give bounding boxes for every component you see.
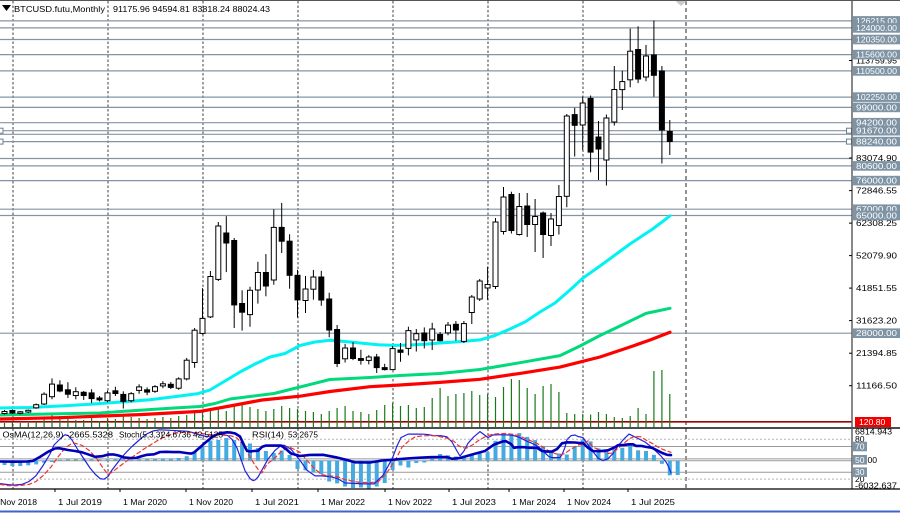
svg-text:110500.00: 110500.00 [856,66,897,76]
svg-text:62308.25: 62308.25 [856,218,897,228]
svg-text:124000.00: 124000.00 [856,23,897,33]
svg-text:91175.96 94594.81 83818.24 880: 91175.96 94594.81 83818.24 88024.43 [113,4,270,14]
svg-text:120.80: 120.80 [859,417,886,427]
svg-text:126215.00: 126215.00 [856,16,897,26]
svg-text:72846.55: 72846.55 [856,186,897,196]
svg-text:Stoch(5,3,3): Stoch(5,3,3) [119,430,163,440]
svg-text:1 Mar 2024: 1 Mar 2024 [512,497,556,507]
svg-text:-6032.637: -6032.637 [855,480,897,490]
svg-text:1 Jul 2025: 1 Jul 2025 [631,497,675,507]
svg-text:1 Mar 2022: 1 Mar 2022 [321,497,365,507]
svg-text:1 Nov 2022: 1 Nov 2022 [388,497,432,507]
svg-text:102250.00: 102250.00 [856,92,897,102]
svg-text:80600.00: 80600.00 [856,161,897,171]
svg-text:RSI(14): RSI(14) [252,430,284,440]
svg-text:91670.00: 91670.00 [856,126,897,136]
svg-text:120350.00: 120350.00 [856,35,897,45]
svg-text:-2665.5328: -2665.5328 [66,430,113,440]
svg-text:76000.00: 76000.00 [856,176,897,186]
svg-text:00: 00 [868,455,878,465]
svg-text:31623.20: 31623.20 [856,316,897,326]
svg-text:11166.50: 11166.50 [856,381,897,391]
svg-text:1 Jul 2023: 1 Jul 2023 [452,497,496,507]
svg-text:42.5125: 42.5125 [193,430,223,440]
svg-text:113759.95: 113759.95 [856,56,897,66]
svg-text:65000.00: 65000.00 [856,211,897,221]
svg-text:50: 50 [855,455,865,465]
svg-text:94200.00: 94200.00 [856,118,897,128]
svg-text:70: 70 [855,442,865,452]
svg-text:20: 20 [855,474,865,484]
svg-text:1 Nov 2020: 1 Nov 2020 [189,497,233,507]
svg-text:1 Nov 2024: 1 Nov 2024 [567,497,611,507]
svg-text:BTCUSD.futu,Monthly: BTCUSD.futu,Monthly [14,4,106,14]
svg-text:52079.90: 52079.90 [856,251,897,261]
svg-text:53.2675: 53.2675 [288,430,318,440]
svg-text:41851.55: 41851.55 [856,283,897,293]
svg-text:6814.943: 6814.943 [855,426,892,436]
svg-text:1 Jul 2021: 1 Jul 2021 [255,497,299,507]
svg-text:1 Jul 2019: 1 Jul 2019 [58,497,102,507]
svg-text:28000.00: 28000.00 [856,328,897,338]
svg-text:80: 80 [855,434,865,444]
svg-text:1 Mar 2020: 1 Mar 2020 [123,497,167,507]
svg-text:67000.00: 67000.00 [856,204,897,214]
svg-text:21394.85: 21394.85 [856,348,897,358]
svg-text:115600.00: 115600.00 [856,50,897,60]
svg-text:30: 30 [855,467,865,477]
svg-text:83074.90: 83074.90 [856,153,897,163]
svg-text:24.6736: 24.6736 [161,430,191,440]
svg-text:88240.00: 88240.00 [856,137,897,147]
svg-text:1 Nov 2018: 1 Nov 2018 [0,497,37,507]
svg-text:99000.00: 99000.00 [856,102,897,112]
svg-text:OsMA(12,26,9): OsMA(12,26,9) [3,430,64,440]
